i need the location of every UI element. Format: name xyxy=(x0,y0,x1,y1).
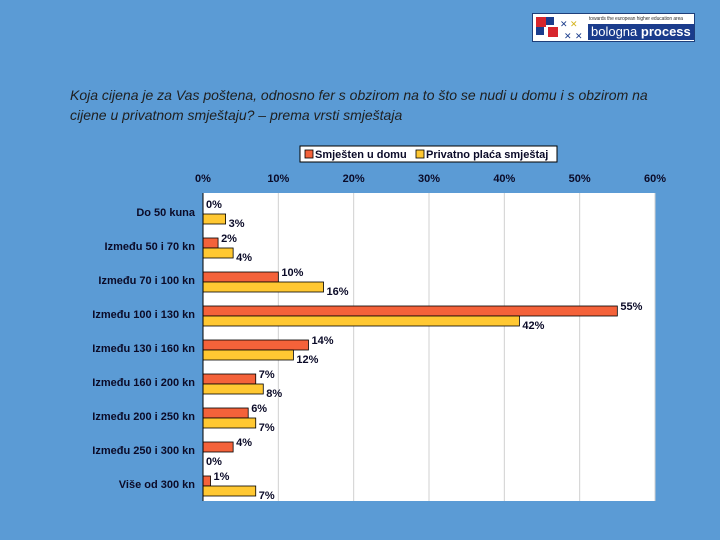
bar-privatno-pla-a-smje-taj-izme-u-200-i-250-kn xyxy=(202,417,257,429)
logo-emblem-icon: ✕ ✕ ✕ ✕ xyxy=(536,17,583,42)
bar-privatno-pla-a-smje-taj-izme-u-70-i-100-kn xyxy=(202,281,324,293)
legend-swatch-privatno-placa xyxy=(415,149,425,159)
bar-smje-ten-u-domu-izme-u-200-i-250-kn xyxy=(202,407,249,419)
logo-wordmark-bold: process xyxy=(640,24,691,39)
svg-text:✕: ✕ xyxy=(564,32,572,42)
category-label-vi-e-od-300-kn: Više od 300 kn xyxy=(119,479,196,491)
bar-smje-ten-u-domu-izme-u-160-i-200-kn xyxy=(202,373,257,385)
data-label-privatno-pla-a-smje-taj-izme-u-70-i-100-kn: 16% xyxy=(327,286,349,298)
logo-wordmark: bologna process xyxy=(588,24,694,40)
bars xyxy=(202,213,618,497)
svg-text:✕: ✕ xyxy=(560,20,568,30)
data-label-privatno-pla-a-smje-taj-izme-u-50-i-70-kn: 4% xyxy=(236,252,252,264)
bar-privatno-pla-a-smje-taj-izme-u-100-i-130-kn xyxy=(202,315,520,327)
bar-smje-ten-u-domu-izme-u-100-i-130-kn xyxy=(202,305,618,317)
category-labels: Do 50 kuna Između 50 i 70 kn Između 70 i 1… xyxy=(92,207,196,491)
category-label-izme-u-200-i-250-kn: Između 200 i 250 kn xyxy=(92,411,195,423)
category-label-izme-u-100-i-130-kn: Između 100 i 130 kn xyxy=(92,309,195,321)
gridlines xyxy=(277,193,656,501)
bar-privatno-pla-a-smje-taj-izme-u-160-i-200-kn xyxy=(202,383,264,395)
data-label-privatno-pla-a-smje-taj-izme-u-100-i-130-kn: 42% xyxy=(522,320,544,332)
bar-privatno-pla-a-smje-taj-izme-u-130-i-160-kn xyxy=(202,349,294,361)
logo-tagline: towards the european higher education ar… xyxy=(589,16,683,22)
tick-label-10: 10% xyxy=(267,173,289,185)
legend-box xyxy=(299,145,558,163)
tick-label-0: 0% xyxy=(195,173,211,185)
data-labels: 0% 3% 2% 4% 10% 16% 55% 42% 14% 12% 7% 8% 6% 7% 4% 0% 1%… xyxy=(206,199,643,502)
data-label-smje-ten-u-domu-izme-u-200-i-250-kn: 6% xyxy=(251,403,267,415)
data-label-smje-ten-u-domu-izme-u-70-i-100-kn: 10% xyxy=(281,267,303,279)
data-label-privatno-pla-a-smje-taj-do-50-kuna: 3% xyxy=(229,218,245,230)
tick-label-30: 30% xyxy=(418,173,440,185)
tick-label-50: 50% xyxy=(569,173,591,185)
data-label-privatno-pla-a-smje-taj-izme-u-250-i-300-kn: 0% xyxy=(206,456,222,468)
category-label-izme-u-160-i-200-kn: Između 160 i 200 kn xyxy=(92,377,195,389)
bar-smje-ten-u-domu-izme-u-50-i-70-kn xyxy=(202,237,219,249)
data-label-smje-ten-u-domu-izme-u-100-i-130-kn: 55% xyxy=(620,301,642,313)
bologna-process-logo: ✕ ✕ ✕ ✕ towards the european higher educ… xyxy=(532,13,695,42)
category-label-izme-u-130-i-160-kn: Između 130 i 160 kn xyxy=(92,343,195,355)
category-label-izme-u-250-i-300-kn: Između 250 i 300 kn xyxy=(92,445,195,457)
bar-smje-ten-u-domu-izme-u-130-i-160-kn xyxy=(202,339,309,351)
category-label-izme-u-70-i-100-kn: Između 70 i 100 kn xyxy=(98,275,195,287)
bar-smje-ten-u-domu-vi-e-od-300-kn xyxy=(202,475,211,487)
category-label-do-50-kuna: Do 50 kuna xyxy=(136,207,196,219)
legend-swatch-smjesten-u-domu xyxy=(304,149,314,159)
tick-label-20: 20% xyxy=(343,173,365,185)
survey-question: Koja cijena je za Vas poštena, odnosno f… xyxy=(70,87,648,123)
data-label-smje-ten-u-domu-do-50-kuna: 0% xyxy=(206,199,222,211)
data-label-smje-ten-u-domu-vi-e-od-300-kn: 1% xyxy=(214,471,230,483)
svg-text:✕: ✕ xyxy=(575,32,583,42)
chart-legend: Smješten u domu Privatno plaća smještaj xyxy=(299,145,558,163)
data-label-privatno-pla-a-smje-taj-izme-u-160-i-200-kn: 8% xyxy=(266,388,282,400)
x-axis-ticks: 0% 10% 20% 30% 40% 50% 60% xyxy=(195,173,666,185)
bar-smje-ten-u-domu-izme-u-70-i-100-kn xyxy=(202,271,279,283)
data-label-privatno-pla-a-smje-taj-vi-e-od-300-kn: 7% xyxy=(259,490,275,502)
tick-label-40: 40% xyxy=(493,173,515,185)
svg-text:✕: ✕ xyxy=(570,20,578,30)
bar-privatno-pla-a-smje-taj-vi-e-od-300-kn xyxy=(202,485,257,497)
bar-privatno-pla-a-smje-taj-do-50-kuna xyxy=(202,213,227,225)
data-label-smje-ten-u-domu-izme-u-50-i-70-kn: 2% xyxy=(221,233,237,245)
legend-label-smjesten-u-domu: Smješten u domu xyxy=(315,149,407,161)
logo-wordmark-light: bologna xyxy=(591,24,638,39)
data-label-smje-ten-u-domu-izme-u-160-i-200-kn: 7% xyxy=(259,369,275,381)
data-label-smje-ten-u-domu-izme-u-130-i-160-kn: 14% xyxy=(311,335,333,347)
data-label-privatno-pla-a-smje-taj-izme-u-200-i-250-kn: 7% xyxy=(259,422,275,434)
tick-label-60: 60% xyxy=(644,173,666,185)
category-label-izme-u-50-i-70-kn: Između 50 i 70 kn xyxy=(105,241,196,253)
bar-privatno-pla-a-smje-taj-izme-u-50-i-70-kn xyxy=(202,247,234,259)
legend-label-privatno-placa: Privatno plaća smještaj xyxy=(426,149,548,161)
data-label-smje-ten-u-domu-izme-u-250-i-300-kn: 4% xyxy=(236,437,252,449)
data-label-privatno-pla-a-smje-taj-izme-u-130-i-160-kn: 12% xyxy=(296,354,318,366)
bar-smje-ten-u-domu-izme-u-250-i-300-kn xyxy=(202,441,234,453)
